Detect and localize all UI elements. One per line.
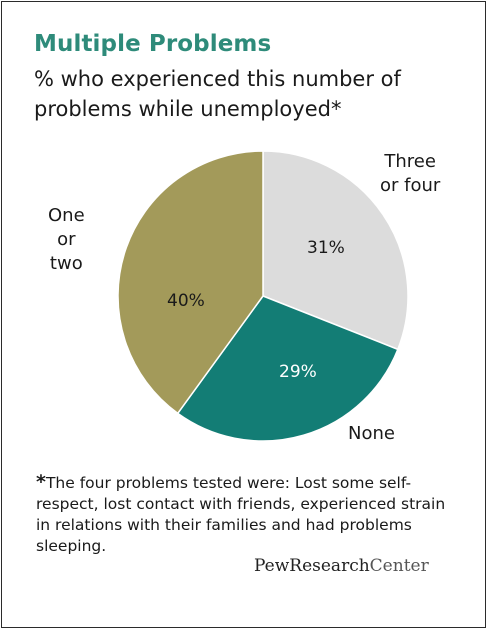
logo-bold-part: PewResearch xyxy=(254,556,370,576)
pie-slice-three-or-four xyxy=(262,150,409,351)
slice-label-three-or-four: Three or four xyxy=(380,150,440,198)
chart-title: Multiple Problems xyxy=(34,31,272,57)
slice-label-none: None xyxy=(348,422,395,446)
footnote-marker: * xyxy=(36,471,46,493)
footnote: *The four problems tested were: Lost som… xyxy=(36,472,456,557)
slice-label-line: or xyxy=(57,229,76,250)
slice-label-one-or-two: One or two xyxy=(48,204,85,276)
pie-slice-one-or-two xyxy=(117,150,264,415)
slice-value-none: 29% xyxy=(279,362,317,382)
pie-slice-none xyxy=(176,295,399,442)
logo-thin-part: Center xyxy=(369,556,429,576)
slice-value-one-or-two: 40% xyxy=(167,291,205,311)
chart-subtitle: % who experienced this number of problem… xyxy=(34,67,401,121)
slice-label-line: Three xyxy=(384,151,436,172)
slice-label-line: or four xyxy=(380,175,441,196)
slice-value-three-or-four: 31% xyxy=(307,238,345,258)
pew-research-center-logo: PewResearchCenter xyxy=(254,556,429,576)
slice-label-line: One xyxy=(48,205,85,226)
slice-label-line: None xyxy=(348,423,395,444)
slice-label-line: two xyxy=(49,253,83,274)
footnote-text: The four problems tested were: Lost some… xyxy=(36,474,446,555)
